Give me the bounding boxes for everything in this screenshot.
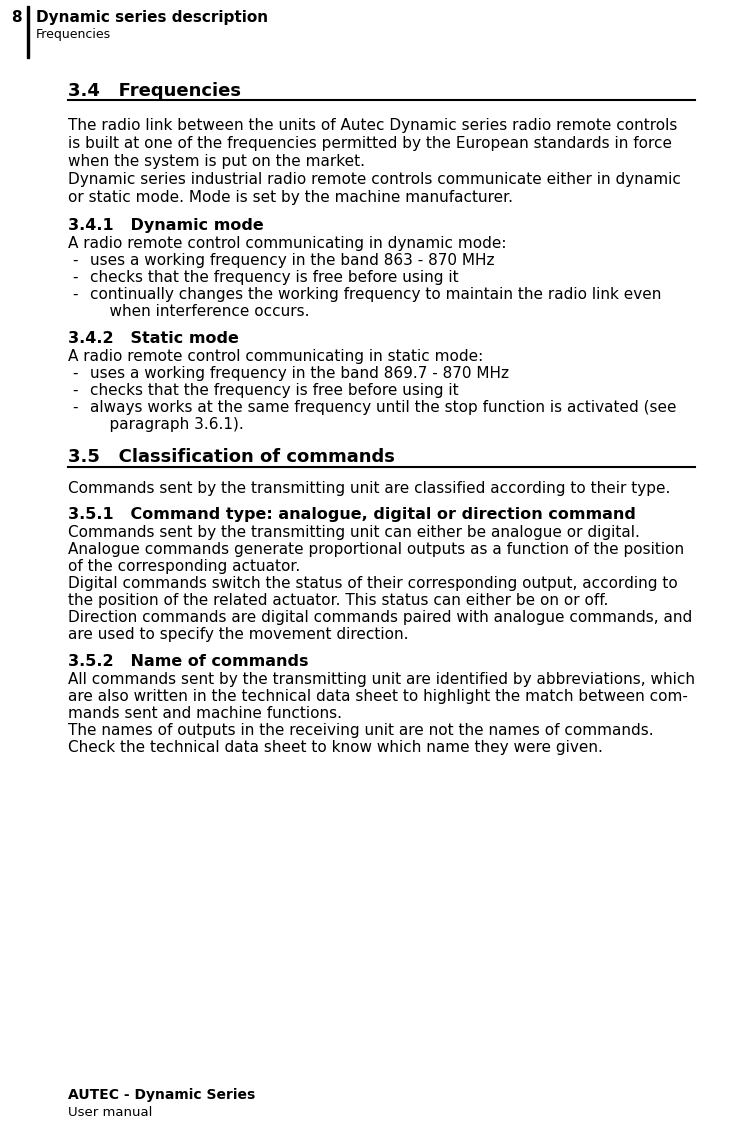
Text: 3.4.1   Dynamic mode: 3.4.1 Dynamic mode [68,218,264,232]
Text: A radio remote control communicating in dynamic mode:: A radio remote control communicating in … [68,236,507,251]
Text: The radio link between the units of Autec Dynamic series radio remote controls: The radio link between the units of Aute… [68,118,677,133]
Text: 3.5.1   Command type: analogue, digital or direction command: 3.5.1 Command type: analogue, digital or… [68,507,636,522]
Text: of the corresponding actuator.: of the corresponding actuator. [68,559,301,574]
Text: the position of the related actuator. This status can either be on or off.: the position of the related actuator. Th… [68,593,608,608]
Text: or static mode. Mode is set by the machine manufacturer.: or static mode. Mode is set by the machi… [68,190,513,205]
Text: 3.5.2   Name of commands: 3.5.2 Name of commands [68,654,309,669]
Text: -: - [72,270,78,285]
Text: User manual: User manual [68,1106,152,1119]
Text: uses a working frequency in the band 863 - 870 MHz: uses a working frequency in the band 863… [90,253,495,268]
Text: 3.4   Frequencies: 3.4 Frequencies [68,82,241,100]
Text: -: - [72,400,78,414]
Text: -: - [72,253,78,268]
Text: paragraph 3.6.1).: paragraph 3.6.1). [90,417,244,432]
Text: All commands sent by the transmitting unit are identified by abbreviations, whic: All commands sent by the transmitting un… [68,672,695,687]
Text: The names of outputs in the receiving unit are not the names of commands.: The names of outputs in the receiving un… [68,722,654,739]
Text: Analogue commands generate proportional outputs as a function of the position: Analogue commands generate proportional … [68,542,684,556]
Text: is built at one of the frequencies permitted by the European standards in force: is built at one of the frequencies permi… [68,136,672,151]
Text: Commands sent by the transmitting unit are classified according to their type.: Commands sent by the transmitting unit a… [68,481,671,496]
Text: continually changes the working frequency to maintain the radio link even: continually changes the working frequenc… [90,287,661,302]
Text: Direction commands are digital commands paired with analogue commands, and: Direction commands are digital commands … [68,610,692,625]
Text: AUTEC - Dynamic Series: AUTEC - Dynamic Series [68,1088,255,1101]
Text: when the system is put on the market.: when the system is put on the market. [68,153,365,169]
Text: Frequencies: Frequencies [36,27,111,41]
Text: 3.5   Classification of commands: 3.5 Classification of commands [68,448,395,466]
Text: are used to specify the movement direction.: are used to specify the movement directi… [68,627,408,642]
Text: checks that the frequency is free before using it: checks that the frequency is free before… [90,270,459,285]
Text: -: - [72,287,78,302]
Text: Commands sent by the transmitting unit can either be analogue or digital.: Commands sent by the transmitting unit c… [68,526,640,540]
Bar [27,6,29,58]
Text: checks that the frequency is free before using it: checks that the frequency is free before… [90,382,459,398]
Text: uses a working frequency in the band 869.7 - 870 MHz: uses a working frequency in the band 869… [90,366,509,381]
Text: Dynamic series industrial radio remote controls communicate either in dynamic: Dynamic series industrial radio remote c… [68,172,681,187]
Text: always works at the same frequency until the stop function is activated (see: always works at the same frequency until… [90,400,677,414]
Text: -: - [72,382,78,398]
Text: Dynamic series description: Dynamic series description [36,10,268,25]
Text: Digital commands switch the status of their corresponding output, according to: Digital commands switch the status of th… [68,576,678,591]
Text: -: - [72,366,78,381]
Text: 8: 8 [11,10,21,25]
Text: A radio remote control communicating in static mode:: A radio remote control communicating in … [68,349,483,364]
Text: when interference occurs.: when interference occurs. [90,305,309,319]
Text: mands sent and machine functions.: mands sent and machine functions. [68,706,342,721]
Text: Check the technical data sheet to know which name they were given.: Check the technical data sheet to know w… [68,740,603,755]
Text: 3.4.2   Static mode: 3.4.2 Static mode [68,331,239,346]
Text: are also written in the technical data sheet to highlight the match between com-: are also written in the technical data s… [68,689,688,704]
